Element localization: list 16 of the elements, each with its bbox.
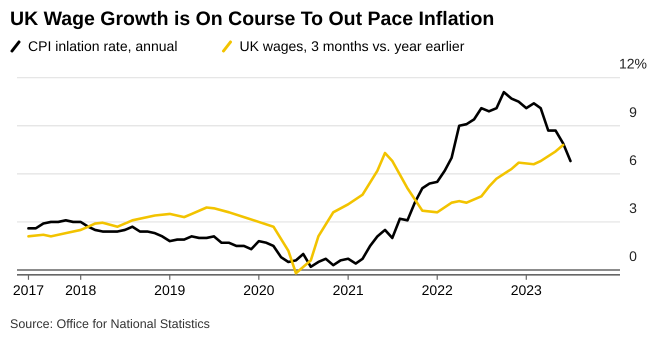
x-tick-label: 2020 [243, 282, 275, 298]
y-tick-label: 12% [618, 56, 648, 72]
legend-label: CPI inlation rate, annual [28, 38, 178, 54]
y-tick-label: 0 [629, 248, 638, 264]
x-tick-label: 2021 [332, 282, 364, 298]
x-tick-label: 2017 [12, 282, 44, 298]
x-tick-label: 2022 [422, 282, 453, 298]
y-tick-label: 6 [629, 152, 638, 168]
x-tick-label: 2018 [65, 282, 96, 298]
x-tick-label: 2023 [510, 282, 542, 298]
y-tick-label: 3 [629, 200, 638, 216]
source-note: Source: Office for National Statistics [10, 317, 210, 331]
chart-title: UK Wage Growth is On Course To Out Pace Inflation [10, 8, 494, 30]
legend-label: UK wages, 3 months vs. year earlier [240, 38, 465, 54]
x-tick-label: 2019 [154, 282, 186, 298]
y-tick-label: 9 [629, 104, 638, 120]
